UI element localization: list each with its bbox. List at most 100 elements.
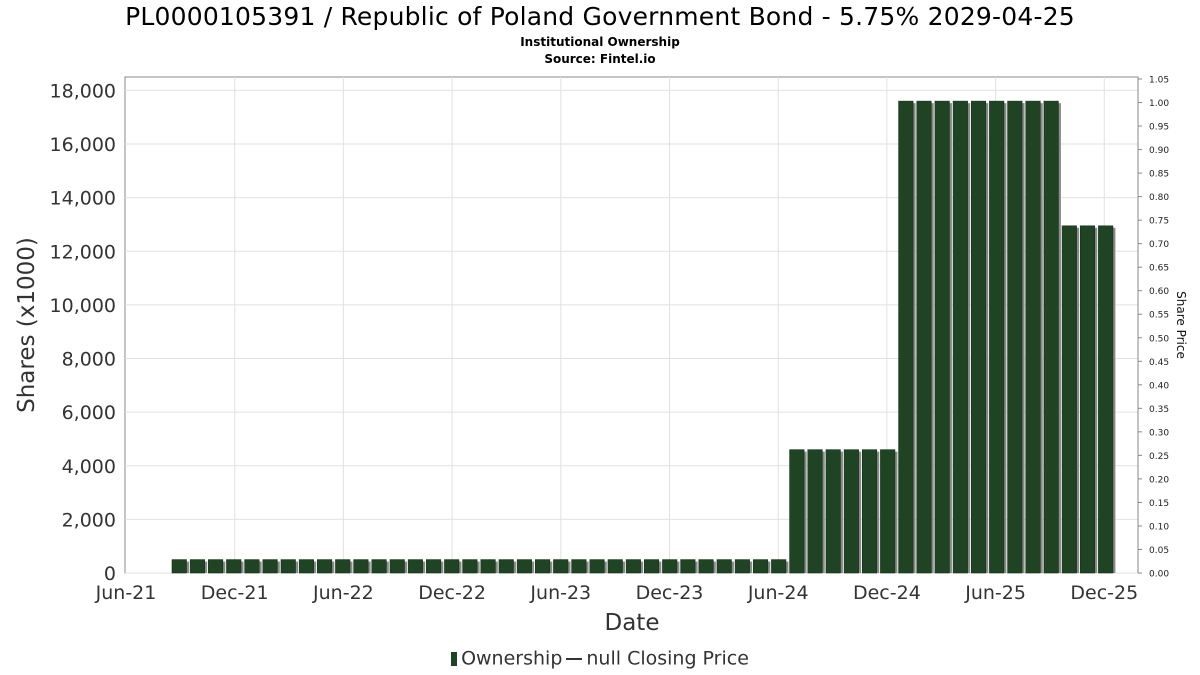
y2-tick-label: 0.30	[1149, 428, 1169, 438]
y2-tick-label: 0.20	[1149, 475, 1169, 485]
ownership-bar	[952, 100, 968, 574]
ownership-bar	[226, 559, 242, 574]
y-tick-label: 18,000	[50, 80, 116, 102]
ownership-bar	[680, 559, 696, 574]
ownership-bar	[916, 100, 932, 574]
ownership-legend-swatch	[451, 651, 458, 666]
ownership-bar	[444, 559, 460, 574]
x-tick-label: Jun-21	[95, 582, 157, 604]
ownership-bar	[970, 100, 987, 574]
ownership-bar	[698, 559, 714, 574]
ownership-bar	[898, 100, 914, 574]
y2-tick-label: 0.40	[1149, 381, 1169, 391]
ownership-bar	[589, 559, 605, 574]
ownership-bar	[843, 449, 859, 574]
y-tick-label: 6,000	[62, 402, 116, 424]
y2-tick-label: 0.65	[1149, 264, 1169, 274]
y2-tick-label: 0.00	[1149, 570, 1169, 580]
x-tick-label: Dec-25	[1070, 582, 1138, 604]
y2-tick-label: 0.80	[1149, 193, 1169, 203]
y2-tick-label: 0.25	[1149, 452, 1169, 462]
chart-title: PL0000105391 / Republic of Poland Govern…	[125, 2, 1075, 31]
ownership-bar	[571, 559, 587, 574]
x-tick-label: Jun-23	[529, 582, 591, 604]
ownership-bar	[189, 559, 205, 574]
y2-tick-label: 1.05	[1149, 76, 1169, 86]
y2-tick-label: 0.15	[1149, 499, 1169, 509]
y-tick-label: 4,000	[62, 456, 116, 478]
y-tick-label: 12,000	[50, 241, 116, 263]
x-tick-label: Jun-25	[964, 582, 1026, 604]
y2-tick-label: 0.05	[1149, 546, 1169, 556]
ownership-bar	[807, 449, 823, 574]
ownership-bar	[789, 449, 805, 574]
ownership-bar	[553, 559, 569, 574]
ownership-bar	[1061, 225, 1077, 574]
y2-axis-label: Share Price	[1174, 291, 1188, 359]
y2-tick-label: 1.00	[1149, 99, 1169, 109]
x-tick-label: Dec-21	[201, 582, 269, 604]
chart-source: Source: Fintel.io	[544, 52, 656, 66]
ownership-bar	[480, 559, 496, 574]
y2-tick-label: 0.90	[1149, 146, 1169, 156]
y2-tick-label: 0.10	[1149, 522, 1169, 532]
ownership-bar	[880, 449, 896, 574]
y2-tick-label: 0.85	[1149, 170, 1169, 180]
x-tick-label: Jun-24	[747, 582, 809, 604]
ownership-bar	[244, 559, 260, 574]
y-tick-label: 16,000	[50, 134, 116, 156]
ownership-bar	[353, 559, 369, 574]
ownership-bar	[734, 559, 750, 574]
y-tick-label: 14,000	[50, 188, 116, 210]
y-tick-label: 10,000	[50, 295, 116, 317]
ownership-bar	[498, 559, 514, 574]
legend-ownership-label: Ownership	[461, 647, 563, 670]
ownership-bar	[335, 559, 351, 574]
ownership-bar	[989, 100, 1005, 574]
x-tick-label: Dec-24	[853, 582, 921, 604]
ownership-bar	[771, 559, 787, 574]
ownership-bar	[607, 559, 623, 574]
x-tick-label: Dec-22	[418, 582, 486, 604]
ownership-bar	[752, 559, 769, 574]
ownership-bar	[1043, 100, 1059, 574]
ownership-bar	[534, 559, 551, 574]
y2-tick-label: 0.35	[1149, 405, 1169, 415]
y2-tick-label: 0.50	[1149, 334, 1169, 344]
y2-tick-label: 0.75	[1149, 217, 1169, 227]
y2-tick-label: 0.60	[1149, 287, 1169, 297]
ownership-bar	[371, 559, 387, 574]
y2-tick-label: 0.55	[1149, 311, 1169, 321]
ownership-bar	[171, 559, 187, 574]
y2-tick-label: 0.45	[1149, 358, 1169, 368]
ownership-bar	[298, 559, 314, 574]
y-axis-label: Shares (x1000)	[14, 237, 40, 413]
ownership-bar	[389, 559, 405, 574]
ownership-bar	[208, 559, 224, 574]
ownership-bar	[625, 559, 641, 574]
ownership-bar	[662, 559, 678, 574]
ownership-bar	[1025, 100, 1041, 574]
ownership-bar	[716, 559, 732, 574]
ownership-bar	[426, 559, 442, 574]
ownership-bar	[280, 559, 296, 574]
ownership-bar	[825, 449, 841, 574]
legend: Ownership null Closing Price	[0, 647, 1200, 670]
y-tick-label: 0	[104, 563, 116, 585]
x-tick-label: Dec-23	[636, 582, 704, 604]
legend-price-label: null Closing Price	[586, 647, 749, 670]
chart-subtitle: Institutional Ownership	[520, 35, 680, 49]
y-tick-label: 8,000	[62, 349, 116, 371]
ownership-bar	[1098, 225, 1114, 574]
price-legend-swatch	[566, 657, 583, 660]
ownership-bar	[861, 449, 878, 574]
ownership-bar	[516, 559, 532, 574]
x-axis-label: Date	[605, 610, 660, 636]
ownership-bar	[1007, 100, 1023, 574]
ownership-bar	[934, 100, 950, 574]
y-tick-label: 2,000	[62, 509, 116, 531]
ownership-bar	[407, 559, 423, 574]
ownership-bar	[1079, 225, 1096, 574]
x-tick-label: Jun-22	[312, 582, 374, 604]
